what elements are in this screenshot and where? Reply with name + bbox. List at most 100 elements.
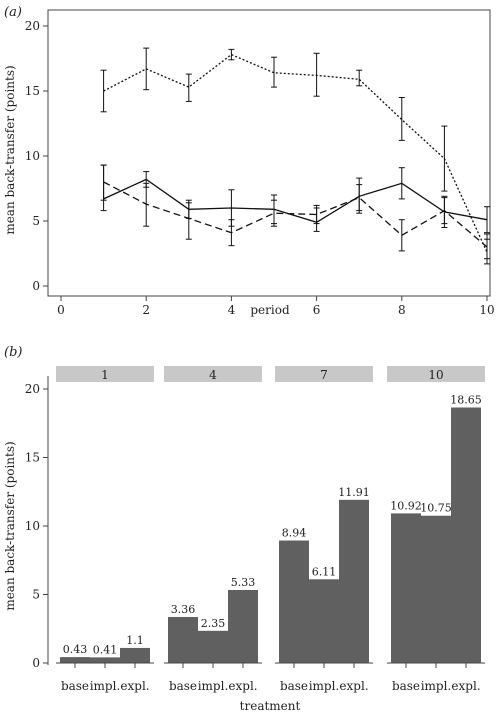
bar-value-label: 1.1 — [126, 634, 144, 647]
panel-b-y-tick-label: 0 — [32, 656, 40, 670]
panel-b-y-ticks: 0 5 10 15 20 — [25, 382, 48, 670]
panel-a-error-bar — [356, 69, 363, 87]
panel-a-label: (a) — [4, 5, 22, 20]
panel-a-y-tick-label: 15 — [25, 84, 40, 98]
panel-a-error-bar — [185, 202, 192, 240]
x-tick-label: base — [392, 679, 420, 693]
panel-a-axes — [47, 9, 491, 297]
bar — [339, 499, 369, 663]
panel-a-error-bar — [185, 73, 192, 102]
panel-a-x-ticks: 0 2 4 6 8 10 — [57, 296, 495, 317]
panel-b-y-tick-label: 20 — [25, 382, 40, 396]
bar-value-label: 2.35 — [201, 617, 226, 630]
panel-b-y-axis-label: mean back-transfer (points) — [3, 441, 17, 610]
bar-value-label: 0.41 — [93, 643, 118, 656]
facet-strip — [56, 366, 154, 382]
panel-a-error-bar — [228, 48, 235, 61]
bar-value-label: 3.36 — [171, 603, 196, 616]
panel-b-y-tick-label: 5 — [32, 588, 40, 602]
panel-a-error-bar — [356, 184, 363, 212]
panel-b-y-tick-label: 10 — [25, 519, 40, 533]
panel-a-y-axis-label: mean back-transfer (points) — [3, 65, 17, 234]
panel-a-error-bar — [313, 52, 320, 97]
panel-a-y-tick-label: 20 — [25, 19, 40, 33]
bar — [90, 657, 120, 663]
x-tick-label: impl. — [198, 679, 229, 693]
panel-a-line-dotted — [103, 53, 488, 253]
panel-a-error-bar — [100, 69, 107, 113]
panel-a-error-bar — [441, 197, 448, 225]
bar-value-label: 0.43 — [63, 643, 88, 656]
bar — [198, 630, 228, 663]
bar-value-label: 10.75 — [420, 502, 452, 515]
panel-a-x-tick-label: 0 — [57, 303, 65, 317]
facet-strip — [275, 366, 373, 382]
panel-a-error-bar — [271, 199, 277, 225]
facet-strip-label: 10 — [428, 368, 443, 382]
panel-a-x-tick-label: 8 — [398, 303, 406, 317]
facet-strip-label: 7 — [320, 368, 328, 382]
bar — [279, 540, 309, 663]
panel-a-x-tick-label: 4 — [228, 303, 236, 317]
panel-a-line-solid — [103, 178, 488, 224]
panel-a-series — [100, 47, 490, 265]
panel-a-error-bar — [484, 233, 490, 260]
bar-value-label: 6.11 — [312, 565, 337, 578]
panel-b-facets: 1 0.43 base 0.41 impl. 1.1 expl. 4 3.36 base 2.35 i… — [56, 366, 485, 693]
panel-a-error-bar — [398, 167, 405, 200]
panel-a-error-bar — [271, 56, 277, 88]
facet-strip-label: 4 — [209, 368, 217, 382]
panel-a-x-tick-label: 2 — [142, 303, 150, 317]
facet-strip — [164, 366, 262, 382]
panel-a-error-bar — [398, 97, 405, 141]
bar-value-label: 5.33 — [231, 576, 256, 589]
panel-a-series-dashed — [100, 164, 490, 260]
x-tick-label: expl. — [120, 679, 149, 693]
bar — [391, 513, 421, 663]
panel-a-error-bar — [100, 164, 107, 201]
x-tick-label: expl. — [339, 679, 368, 693]
panel-b-label: (b) — [4, 345, 22, 360]
x-tick-label: expl. — [228, 679, 257, 693]
panel-a-error-bar — [441, 125, 448, 192]
panel-b-x-axis-label: treatment — [240, 699, 301, 713]
bar — [168, 616, 198, 663]
bar-value-label: 10.92 — [390, 499, 422, 512]
panel-b-facet-4: 4 3.36 base 2.35 impl. 5.33 expl. — [164, 366, 262, 693]
x-tick-label: base — [61, 679, 89, 693]
panel-a-error-bar — [398, 219, 405, 252]
panel-a-y-tick-label: 5 — [32, 214, 40, 228]
bar-value-label: 11.91 — [338, 486, 370, 499]
x-tick-label: impl. — [90, 679, 121, 693]
panel-b-facet-10: 10 10.92 base 10.75 impl. 18.65 expl. — [387, 366, 485, 693]
x-tick-label: base — [169, 679, 197, 693]
bar-value-label: 8.94 — [282, 527, 307, 540]
panel-a-frame — [47, 9, 491, 297]
bar — [228, 589, 258, 663]
panel-b-facet-7: 7 8.94 base 6.11 impl. 11.91 expl. — [275, 366, 373, 693]
panel-a-error-bar — [143, 47, 150, 91]
x-tick-label: base — [280, 679, 308, 693]
panel-a-series-solid — [100, 164, 490, 234]
bar — [120, 647, 150, 663]
x-tick-label: impl. — [309, 679, 340, 693]
panel-a-error-bar — [313, 204, 320, 225]
x-tick-label: expl. — [451, 679, 480, 693]
panel-b-facet-1: 1 0.43 base 0.41 impl. 1.1 expl. — [56, 366, 154, 693]
panel-a-y-tick-label: 10 — [25, 149, 40, 163]
panel-a-y-ticks: 0 5 10 15 20 — [25, 19, 48, 293]
panel-a-error-bar — [228, 219, 235, 247]
bar — [451, 407, 481, 663]
x-tick-label: impl. — [421, 679, 452, 693]
panel-a-series-dotted — [100, 47, 490, 265]
bar-value-label: 18.65 — [450, 393, 482, 406]
bar — [421, 515, 451, 663]
panel-b-y-tick-label: 15 — [25, 451, 40, 465]
facet-strip — [387, 366, 485, 382]
panel-a-x-tick-label: 10 — [479, 303, 494, 317]
panel-a-x-axis-label: period — [250, 303, 290, 317]
panel-a-error-bar — [143, 182, 150, 227]
panel-a-error-bar — [484, 206, 490, 234]
panel-a-line-dashed — [103, 181, 488, 248]
